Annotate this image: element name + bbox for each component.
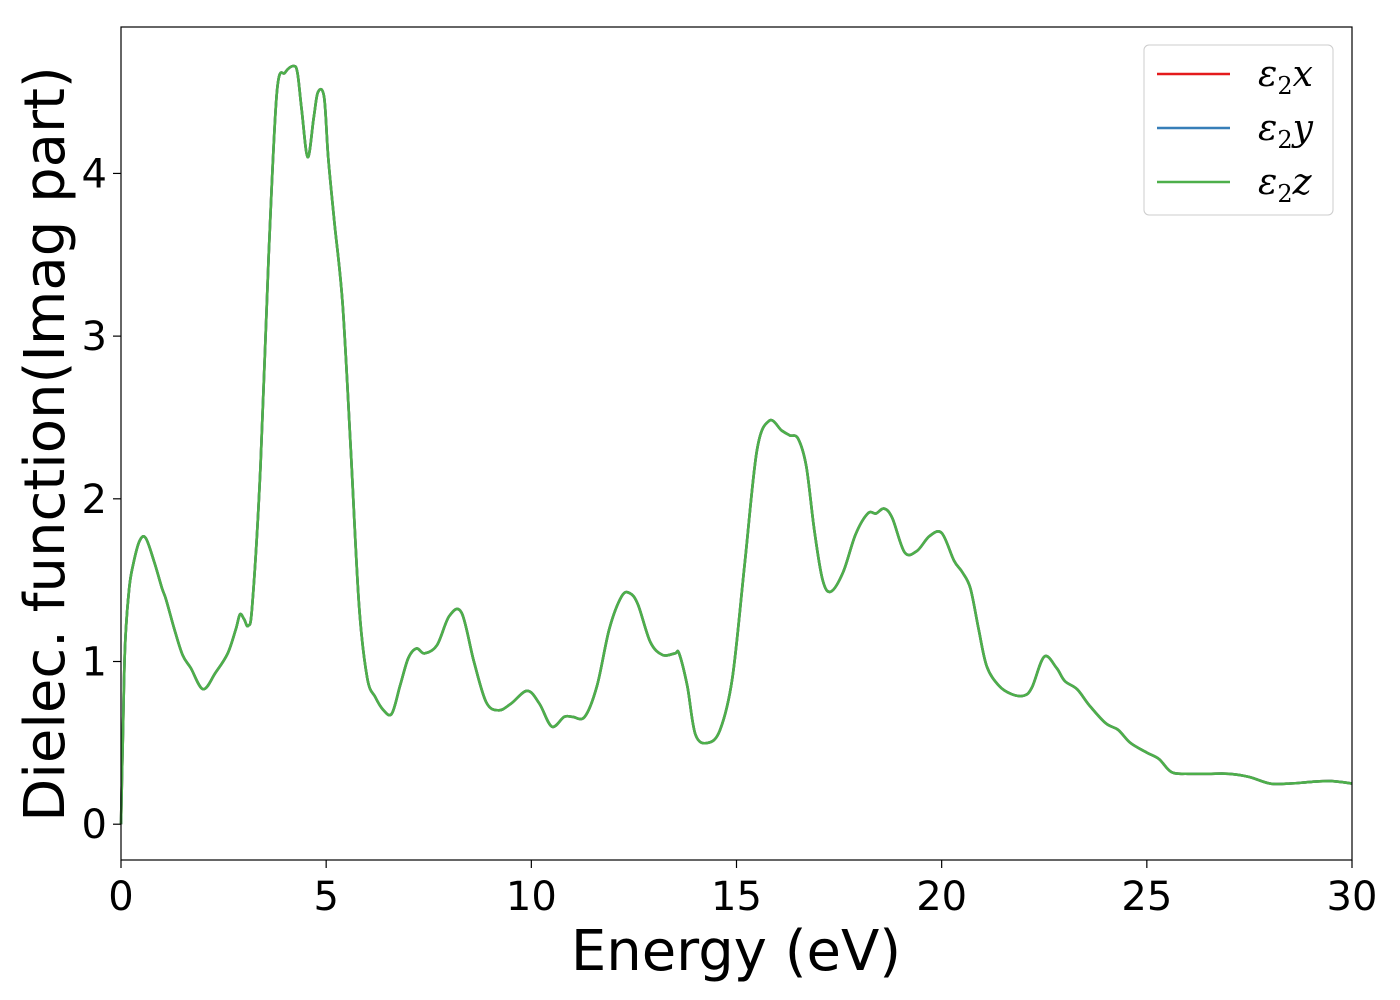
x-axis-label: Energy (eV) xyxy=(571,919,901,984)
x-tick-label: 25 xyxy=(1121,874,1172,920)
legend-label-z: ε2z xyxy=(1258,162,1313,208)
y-axis-label: Dielec. function(Imag part) xyxy=(13,66,78,822)
legend-box xyxy=(1143,44,1334,216)
y-tick-label: 0 xyxy=(82,802,107,848)
y-tick-label: 3 xyxy=(82,314,107,360)
y-tick-label: 1 xyxy=(82,640,107,686)
legend-label-y: ε2y xyxy=(1258,108,1314,154)
x-tick-label: 0 xyxy=(108,874,133,920)
x-axis-ticks: 0 5 10 15 20 25 30 xyxy=(108,860,1377,920)
series-layer xyxy=(119,64,1353,825)
x-tick-label: 5 xyxy=(313,874,338,920)
y-tick-label: 2 xyxy=(82,477,107,523)
y-axis-ticks: 0 1 2 3 4 xyxy=(82,151,121,848)
x-tick-label: 10 xyxy=(506,874,557,920)
x-tick-label: 30 xyxy=(1327,874,1378,920)
series-line-3 xyxy=(119,64,1353,825)
legend-label-x: ε2x xyxy=(1258,54,1313,100)
x-tick-label: 15 xyxy=(711,874,762,920)
x-tick-label: 20 xyxy=(916,874,967,920)
y-tick-label: 4 xyxy=(82,151,107,197)
legend: ε2x ε2y ε2z xyxy=(1143,44,1334,216)
